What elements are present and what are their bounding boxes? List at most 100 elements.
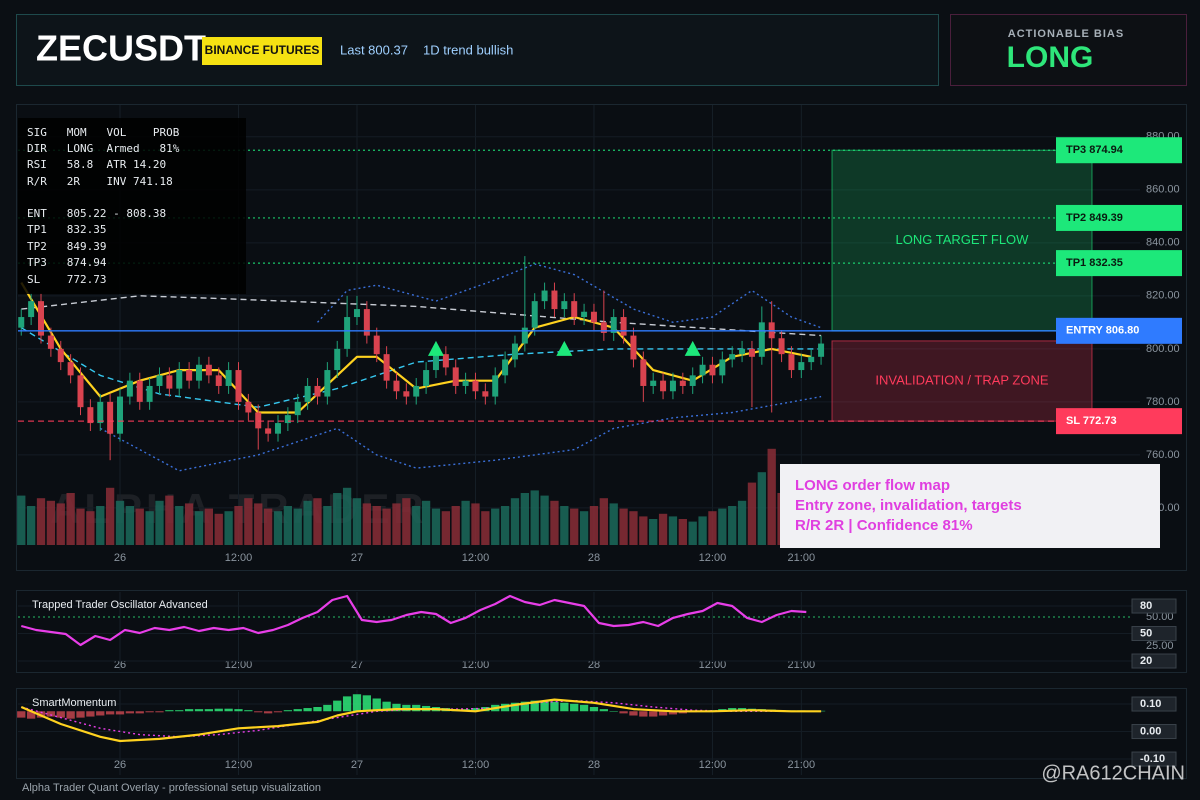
y-tick-label: 780.00 bbox=[1146, 396, 1180, 408]
candle-body bbox=[442, 354, 449, 368]
exchange: BINANCE FUTURES bbox=[205, 43, 320, 57]
volume-bar bbox=[737, 500, 747, 545]
footer: Alpha Trader Quant Overlay - professiona… bbox=[22, 782, 321, 794]
histogram-bar bbox=[234, 709, 243, 712]
volume-bar bbox=[698, 516, 707, 545]
volume-bar bbox=[461, 500, 470, 545]
candle-body bbox=[610, 317, 617, 333]
histogram-bar bbox=[214, 708, 223, 712]
candle-body bbox=[581, 311, 588, 318]
candle-body bbox=[778, 338, 785, 355]
y2-tick-label: 25.00 bbox=[1146, 640, 1174, 652]
histogram-bar bbox=[471, 708, 480, 712]
histogram-bar bbox=[649, 711, 658, 717]
candle-body bbox=[77, 375, 84, 408]
x-tick-label: 28 bbox=[588, 759, 600, 771]
y-tick-label: 760.00 bbox=[1146, 449, 1180, 461]
zone bbox=[831, 340, 1093, 422]
candle-body bbox=[709, 364, 716, 376]
histogram-bar bbox=[352, 694, 362, 712]
histogram-bar bbox=[26, 711, 36, 719]
volume-bar bbox=[530, 490, 539, 545]
volume-bar bbox=[649, 519, 658, 545]
candle-body bbox=[739, 348, 746, 355]
candle-body bbox=[798, 362, 805, 371]
volume-bar bbox=[155, 500, 164, 545]
candle-body bbox=[699, 364, 706, 376]
x-tick-label: 28 bbox=[588, 659, 600, 671]
volume-bar bbox=[540, 495, 549, 545]
volume-bar bbox=[66, 493, 75, 545]
histogram-bar bbox=[17, 711, 26, 718]
volume-bar bbox=[767, 448, 776, 545]
candle-body bbox=[502, 359, 509, 376]
candle-body bbox=[788, 354, 795, 371]
histogram-bar bbox=[668, 711, 678, 715]
histogram-bar bbox=[372, 698, 381, 712]
volume-bar bbox=[658, 513, 668, 545]
x-tick-label: 12:00 bbox=[225, 759, 253, 771]
bias-box bbox=[950, 14, 1187, 86]
histogram-bar bbox=[560, 702, 569, 712]
volume-bar bbox=[708, 511, 717, 545]
y-tick-badge bbox=[1131, 696, 1177, 712]
candle-body bbox=[462, 380, 469, 386]
histogram-bar bbox=[342, 696, 352, 712]
histogram-bar bbox=[273, 711, 283, 713]
volume-bar bbox=[500, 506, 510, 545]
volume-bar bbox=[392, 503, 401, 545]
volume-bar bbox=[184, 503, 194, 545]
volume-bar bbox=[362, 503, 372, 545]
info-line: ENT 805.22 - 808.38 bbox=[27, 207, 166, 220]
y-tick-label: 0.10 bbox=[1140, 698, 1161, 710]
candle-body bbox=[679, 380, 686, 386]
histogram-bar bbox=[550, 701, 559, 712]
candle-body bbox=[650, 380, 657, 386]
x-tick-label: 12:00 bbox=[462, 659, 490, 671]
candle-body bbox=[255, 412, 262, 429]
histogram-bar bbox=[283, 710, 293, 712]
volume-bar bbox=[214, 513, 223, 545]
histogram-bar bbox=[145, 711, 154, 713]
candle-body bbox=[590, 311, 597, 323]
indicator-line bbox=[20, 698, 822, 743]
volume-bar bbox=[125, 506, 135, 545]
volume-bar bbox=[728, 506, 737, 545]
volume-bar bbox=[451, 506, 460, 545]
candle-body bbox=[353, 309, 360, 318]
candle-body bbox=[571, 301, 578, 318]
volume-bar bbox=[629, 511, 638, 545]
x-tick-label: 12:00 bbox=[225, 659, 253, 671]
info-panel bbox=[18, 118, 246, 294]
y-tick-label: 20 bbox=[1140, 655, 1152, 667]
volume-bar bbox=[234, 506, 243, 545]
info-line: TP1 832.35 bbox=[27, 223, 106, 236]
info-line: SL 772.73 bbox=[27, 273, 106, 286]
volume-bar bbox=[599, 498, 608, 545]
histogram-bar bbox=[96, 711, 105, 716]
histogram-bar bbox=[56, 711, 65, 718]
y-tick-label: -0.10 bbox=[1140, 753, 1165, 765]
volume-bar bbox=[550, 500, 559, 545]
x-tick-label: 21:00 bbox=[788, 552, 816, 564]
volume-bar bbox=[412, 506, 421, 545]
volume-bar bbox=[619, 508, 628, 545]
candle-body bbox=[294, 401, 301, 416]
volume-bar bbox=[313, 498, 322, 545]
candle-body bbox=[541, 290, 548, 302]
histogram-bar bbox=[382, 701, 391, 712]
volume-bar bbox=[441, 511, 450, 545]
info-line: DIR LONG Armed 81% bbox=[27, 142, 180, 155]
candle-body bbox=[521, 327, 528, 344]
volume-bar bbox=[421, 500, 431, 545]
x-tick-label: 12:00 bbox=[462, 552, 490, 564]
candle-body bbox=[748, 348, 755, 357]
x-tick-label: 12:00 bbox=[699, 759, 727, 771]
level-label: TP3 874.94 bbox=[1066, 144, 1124, 156]
volume-bar bbox=[194, 511, 204, 545]
volume-bar bbox=[757, 472, 766, 545]
candle-body bbox=[452, 367, 459, 386]
volume-bar bbox=[175, 506, 184, 545]
volume-bar bbox=[668, 516, 678, 545]
